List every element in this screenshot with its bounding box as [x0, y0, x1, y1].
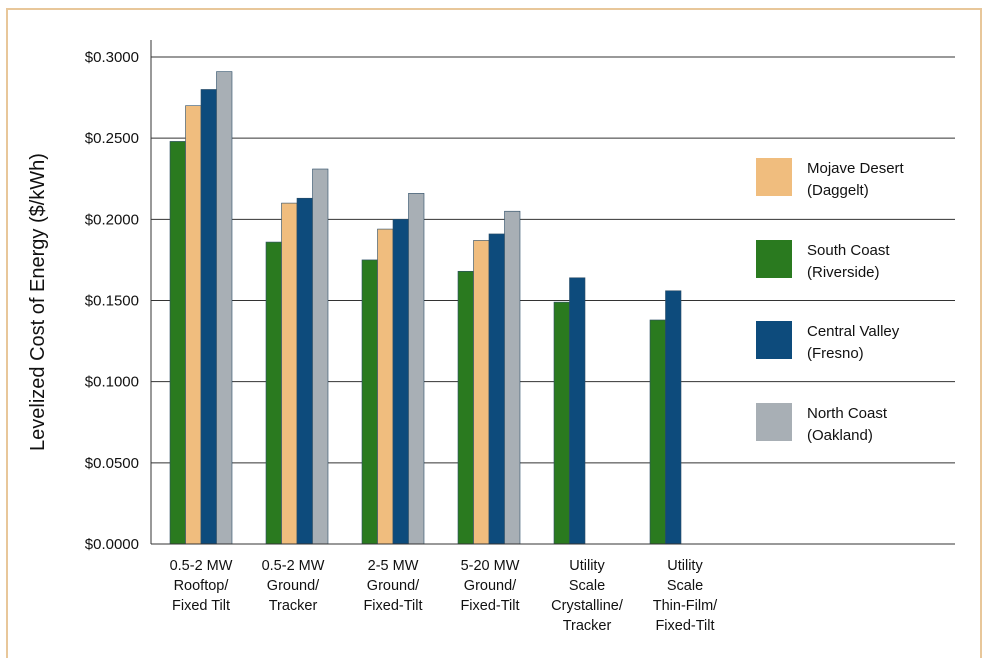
- legend-swatch: [756, 240, 792, 278]
- legend-swatch: [756, 321, 792, 359]
- y-tick-label: $0.2500: [85, 130, 139, 147]
- x-axis-categories: 0.5-2 MW Rooftop/Fixed Tilt 0.5-2 MW Ground…: [170, 558, 719, 634]
- bar: [473, 240, 490, 545]
- bar: [377, 228, 394, 545]
- bar: [216, 71, 233, 545]
- y-tick-label: $0.1000: [85, 374, 139, 391]
- bar: [457, 270, 474, 545]
- y-axis-label: Levelized Cost of Energy ($/kWh): [27, 153, 49, 451]
- y-tick-label: $0.2000: [85, 211, 139, 228]
- y-tick-label: $0.0000: [85, 536, 139, 553]
- bar: [408, 193, 425, 545]
- legend-label: South Coast (Riverside): [807, 242, 890, 281]
- bar: [312, 168, 329, 545]
- x-category-label: Utility Scale Crystalline/Tracker: [551, 558, 624, 634]
- y-tick-label: $0.3000: [85, 49, 139, 66]
- y-axis-ticks: $0.0000 $0.0500 $0.1000 $0.1500 $0.2000 $0.25…: [85, 49, 139, 553]
- legend-swatch: [756, 403, 792, 441]
- x-category-label: 0.5-2 MW Rooftop/Fixed Tilt: [170, 558, 233, 614]
- bar: [504, 210, 521, 545]
- x-category-label: 2-5 MW Ground/Fixed-Tilt: [363, 558, 422, 614]
- bar: [185, 105, 202, 545]
- bar: [265, 241, 282, 545]
- bar: [392, 219, 409, 545]
- legend-label: North Coast (Oakland): [807, 405, 888, 444]
- bar: [649, 319, 666, 545]
- x-category-label: 0.5-2 MW Ground/Tracker: [262, 558, 325, 614]
- x-category-label: 5-20 MW Ground/Fixed-Tilt: [460, 558, 519, 614]
- y-tick-label: $0.0500: [85, 455, 139, 472]
- legend-label: Mojave Desert (Daggelt): [807, 160, 905, 199]
- x-category-label: Utility Scale Thin-Film/Fixed-Tilt: [653, 558, 718, 634]
- bar: [361, 259, 378, 545]
- bar: [200, 89, 217, 545]
- legend: Mojave Desert (Daggelt) South Coast (Rivers…: [756, 158, 905, 444]
- chart-frame: [6, 8, 982, 658]
- legend-swatch: [756, 158, 792, 196]
- legend-label: Central Valley (Fresno): [807, 323, 900, 362]
- bar: [553, 301, 570, 545]
- bar: [569, 277, 586, 545]
- bar: [665, 290, 682, 545]
- bar: [296, 197, 313, 545]
- bars: [169, 71, 682, 545]
- bar: [488, 233, 505, 545]
- bar: [169, 141, 186, 545]
- y-tick-label: $0.1500: [85, 293, 139, 310]
- bar: [281, 202, 298, 545]
